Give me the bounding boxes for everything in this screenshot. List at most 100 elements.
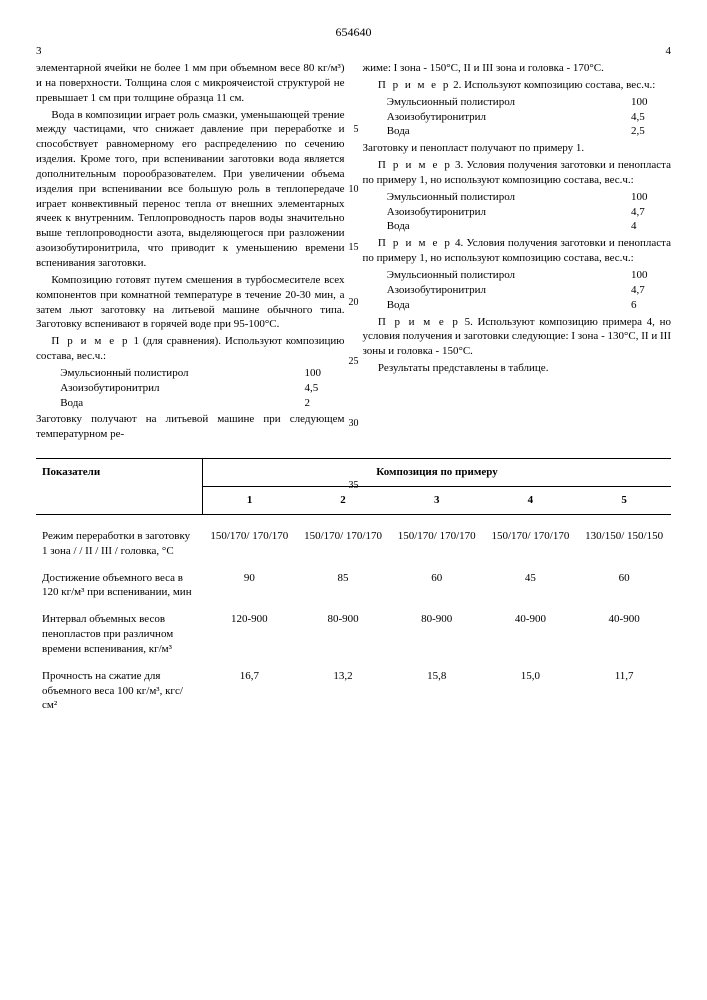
line-marker: 35: [349, 479, 359, 493]
table-cell: 15,0: [484, 663, 578, 720]
component-value: 100: [631, 190, 671, 205]
table-cell: 150/170/ 170/170: [296, 514, 390, 564]
component-name: Вода: [387, 124, 631, 139]
paragraph: Заготовку и пенопласт получают по пример…: [363, 141, 672, 156]
paragraph: П р и м е р 5. Используют композицию при…: [363, 315, 672, 360]
composition-row: Вода4: [387, 219, 671, 234]
composition-row: Вода6: [387, 298, 671, 313]
component-name: Вода: [60, 396, 304, 411]
component-value: 100: [631, 95, 671, 110]
component-name: Азоизобутиронитрил: [60, 381, 304, 396]
table-cell: 45: [484, 565, 578, 607]
composition-row: Азоизобутиронитрил4,7: [387, 283, 671, 298]
paragraph: Вода в композиции играет роль смазки, ум…: [36, 108, 345, 271]
table-col-number: 1: [203, 486, 297, 514]
example-text: 2. Используют композицию состава, вес.ч.…: [453, 79, 655, 91]
table-header-indicators: Показатели: [36, 459, 203, 515]
paragraph: П р и м е р 3. Условия получения заготов…: [363, 158, 672, 188]
table-cell: 85: [296, 565, 390, 607]
page-markers: 3 4: [36, 44, 671, 59]
table-header-composition: Композиция по примеру: [203, 459, 672, 487]
component-name: Вода: [387, 219, 631, 234]
table-cell: 150/170/ 170/170: [203, 514, 297, 564]
component-value: 2,5: [631, 124, 671, 139]
paragraph: Заготовку получают на литьевой машине пр…: [36, 412, 345, 442]
row-label: Интервал объемных весов пенопластов при …: [36, 606, 203, 663]
line-marker: 10: [349, 183, 359, 197]
table-cell: 120-900: [203, 606, 297, 663]
component-value: 6: [631, 298, 671, 313]
table-cell: 80-900: [296, 606, 390, 663]
component-name: Азоизобутиронитрил: [387, 283, 631, 298]
row-label: Достижение объемного веса в 120 кг/м³ пр…: [36, 565, 203, 607]
component-name: Эмульсионный полистирол: [387, 190, 631, 205]
composition-table: Эмульсионный полистирол100Азоизобутирони…: [387, 190, 671, 235]
table-cell: 150/170/ 170/170: [484, 514, 578, 564]
component-name: Эмульсионный полистирол: [60, 366, 304, 381]
paragraph: жиме: I зона - 150°С, II и III зона и го…: [363, 61, 672, 76]
component-name: Азоизобутиронитрил: [387, 110, 631, 125]
component-value: 100: [305, 366, 345, 381]
component-name: Эмульсионный полистирол: [387, 268, 631, 283]
line-marker: 25: [349, 355, 359, 369]
component-value: 4,5: [631, 110, 671, 125]
line-marker: 15: [349, 241, 359, 255]
table-cell: 60: [577, 565, 671, 607]
table-row: Интервал объемных весов пенопластов при …: [36, 606, 671, 663]
composition-table: Эмульсионный полистирол100Азоизобутирони…: [60, 366, 344, 411]
table-cell: 11,7: [577, 663, 671, 720]
composition-row: Эмульсионный полистирол100: [387, 95, 671, 110]
composition-table: Эмульсионный полистирол100Азоизобутирони…: [387, 95, 671, 140]
table-cell: 60: [390, 565, 484, 607]
component-value: 4,5: [305, 381, 345, 396]
two-column-body: 5 10 15 20 25 30 35 элементарной ячейки …: [36, 61, 671, 444]
table-cell: 90: [203, 565, 297, 607]
composition-row: Эмульсионный полистирол100: [387, 190, 671, 205]
table-col-number: 4: [484, 486, 578, 514]
example-label: П р и м е р: [378, 316, 460, 328]
component-name: Азоизобутиронитрил: [387, 205, 631, 220]
table-col-number: 5: [577, 486, 671, 514]
example-label: П р и м е р: [378, 159, 452, 171]
composition-row: Эмульсионный полистирол100: [387, 268, 671, 283]
table-row: Достижение объемного веса в 120 кг/м³ пр…: [36, 565, 671, 607]
doc-number: 654640: [36, 24, 671, 40]
line-marker: 20: [349, 296, 359, 310]
line-marker: 5: [354, 123, 359, 137]
table-row: Прочность на сжатие для объемного веса 1…: [36, 663, 671, 720]
page-left: 3: [36, 44, 42, 59]
composition-table: Эмульсионный полистирол100Азоизобутирони…: [387, 268, 671, 313]
table-cell: 80-900: [390, 606, 484, 663]
table-col-number: 3: [390, 486, 484, 514]
composition-row: Вода2: [60, 396, 344, 411]
line-marker: 30: [349, 417, 359, 431]
table-cell: 130/150/ 150/150: [577, 514, 671, 564]
composition-row: Азоизобутиронитрил4,5: [60, 381, 344, 396]
paragraph: П р и м е р 4. Условия получения заготов…: [363, 236, 672, 266]
composition-row: Эмульсионный полистирол100: [60, 366, 344, 381]
composition-row: Азоизобутиронитрил4,7: [387, 205, 671, 220]
paragraph: П р и м е р 1 (для сравнения). Использую…: [36, 334, 345, 364]
component-value: 100: [631, 268, 671, 283]
component-value: 4: [631, 219, 671, 234]
example-label: П р и м е р: [378, 237, 452, 249]
row-label: Режим переработки в заготовку 1 зона / /…: [36, 514, 203, 564]
table-cell: 15,8: [390, 663, 484, 720]
right-column: жиме: I зона - 150°С, II и III зона и го…: [363, 61, 672, 444]
table-cell: 40-900: [484, 606, 578, 663]
component-value: 4,7: [631, 205, 671, 220]
page-right: 4: [666, 44, 672, 59]
table-cell: 150/170/ 170/170: [390, 514, 484, 564]
table-col-number: 2: [296, 486, 390, 514]
component-name: Вода: [387, 298, 631, 313]
paragraph: П р и м е р 2. Используют композицию сос…: [363, 78, 672, 93]
component-value: 4,7: [631, 283, 671, 298]
table-cell: 16,7: [203, 663, 297, 720]
example-label: П р и м е р: [51, 335, 129, 347]
paragraph: элементарной ячейки не более 1 мм при об…: [36, 61, 345, 106]
component-value: 2: [305, 396, 345, 411]
example-label: П р и м е р: [378, 79, 450, 91]
row-label: Прочность на сжатие для объемного веса 1…: [36, 663, 203, 720]
table-cell: 40-900: [577, 606, 671, 663]
composition-row: Вода2,5: [387, 124, 671, 139]
